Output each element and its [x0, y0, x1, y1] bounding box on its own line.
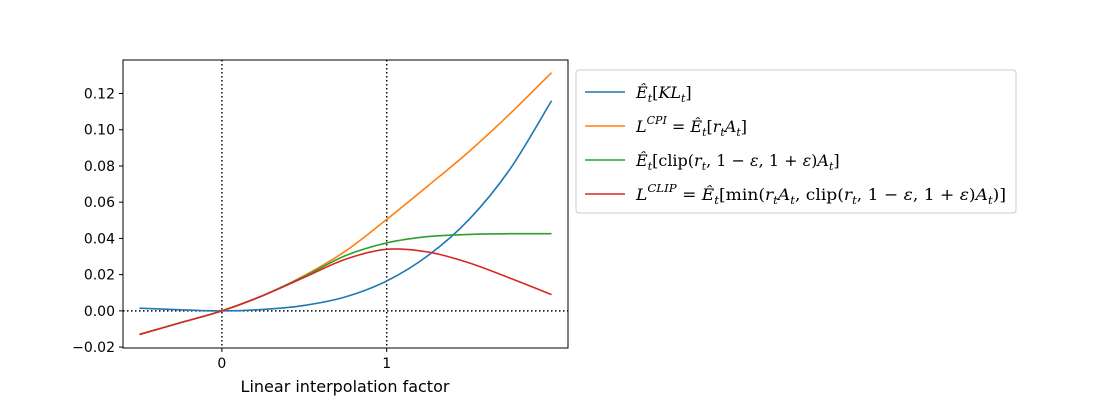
series-line-lcpi [139, 72, 553, 336]
legend-box [575, 69, 1017, 214]
x-axis-label: Linear interpolation factor [241, 377, 450, 396]
series-line-lclip [139, 248, 552, 336]
y-tick-label: 0.10 [84, 123, 115, 139]
y-tick-label: 0.08 [84, 159, 115, 175]
x-tick-label: 1 [382, 356, 391, 372]
y-tick-label: 0.00 [84, 304, 115, 320]
legend-label-lclip: LCLIP = Êt[min(rtAt, clip(rt, 1 − ε, 1 +… [635, 182, 1006, 207]
legend-label-lcpi: LCPI = Êt[rtAt] [635, 114, 747, 139]
series-line-clip [139, 232, 552, 336]
y-tick-label: 0.04 [84, 231, 115, 247]
y-tick-label: 0.12 [84, 87, 115, 103]
x-tick-label: 0 [217, 356, 226, 372]
legend-label-clip: Êt[clip(rt, 1 − ε, 1 + ε)At] [635, 150, 840, 173]
y-tick-label: 0.02 [84, 268, 115, 284]
axes-frame [122, 59, 569, 349]
y-tick-label: −0.02 [72, 340, 115, 356]
series-line-kl [139, 100, 553, 312]
plot-area [123, 60, 568, 348]
axes: −0.02 0.00 0.02 0.04 0.06 0.08 0.10 0.12 0 1 [72, 59, 569, 372]
legend-label-kl: Êt[KLt] [635, 82, 692, 105]
legend: Êt[KLt] LCPI = Êt[rtAt] Êt[clip(rt, 1 − … [575, 69, 1017, 214]
y-tick-label: 0.06 [84, 195, 115, 211]
